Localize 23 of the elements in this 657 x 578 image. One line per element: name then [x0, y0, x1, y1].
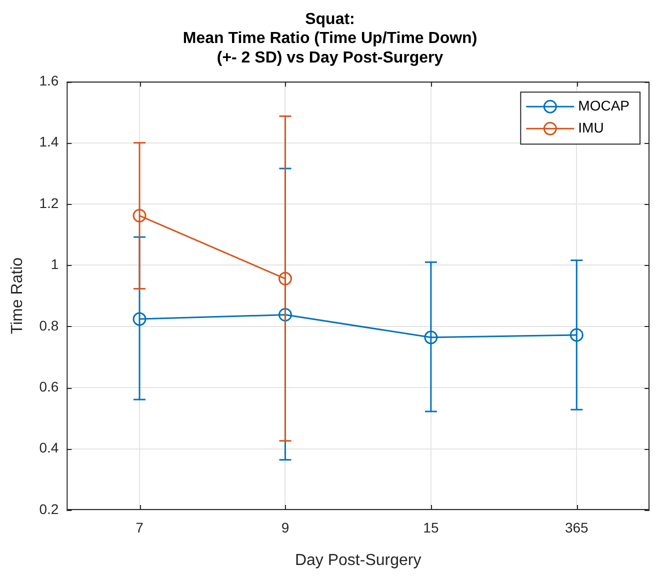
x-tick-label: 15	[423, 519, 439, 536]
point	[278, 308, 292, 322]
y-tick-label: 1	[50, 256, 59, 272]
x-tick-label: 9	[281, 519, 290, 536]
point	[278, 272, 292, 286]
x-tick-label: 7	[136, 519, 144, 536]
y-axis-title: Time Ratio	[9, 257, 26, 334]
y-tick-label: 1.6	[39, 72, 59, 88]
y-tick-label: 0.4	[39, 440, 59, 456]
point	[424, 330, 438, 344]
x-axis-title: Day Post-Surgery	[294, 552, 422, 569]
legend-label: MOCAP	[578, 97, 630, 114]
chart-title: Squat: Mean Time Ratio (Time Up/Time Down) (+- 2 SD) vs Day Post-Surgery	[182, 11, 478, 66]
point	[132, 312, 146, 326]
y-tick-label: 0.2	[39, 500, 59, 517]
legend-label: IMU	[578, 119, 604, 136]
y-tick-label: 0.6	[39, 378, 59, 394]
y-tick-label: 1.4	[39, 134, 59, 150]
y-tick-label: 1.2	[39, 194, 59, 211]
point	[570, 328, 584, 342]
y-tick-label: 0.8	[39, 317, 59, 334]
point	[132, 208, 146, 222]
x-tick-label: 365	[564, 519, 589, 536]
